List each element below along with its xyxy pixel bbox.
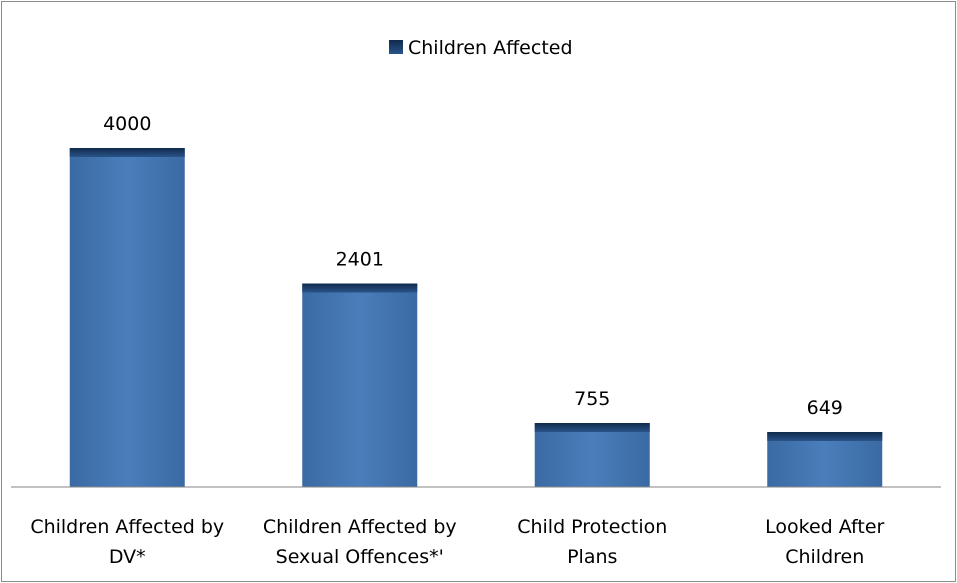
bar-body — [302, 283, 418, 487]
x-tick-label: Child Protection Plans — [517, 516, 667, 568]
x-tick-label-line: Children Affected by — [30, 516, 224, 538]
bar-top — [69, 148, 185, 157]
bar-top — [767, 431, 883, 441]
x-tick-label-line: Plans — [567, 546, 617, 568]
x-tick-label: Children Affected by DV* — [30, 516, 224, 568]
bar — [767, 431, 883, 487]
x-tick-label: Children Affected by Sexual Offences*' — [263, 516, 457, 568]
bar-body — [534, 423, 650, 487]
bar-top — [534, 423, 650, 433]
data-label: 755 — [574, 388, 610, 410]
bar — [534, 423, 650, 487]
bar-body — [69, 148, 185, 487]
x-tick-label: Looked After Children — [765, 516, 884, 568]
data-label: 4000 — [103, 113, 151, 135]
data-label: 2401 — [336, 249, 384, 271]
x-tick-label-line: Child Protection — [517, 516, 667, 538]
x-tick-label-line: Sexual Offences*' — [276, 546, 444, 568]
legend-swatch — [389, 40, 403, 54]
bar-top — [302, 283, 418, 293]
x-tick-label-line: Children Affected by — [263, 516, 457, 538]
bar — [302, 283, 418, 487]
x-tick-label-line: Children — [785, 546, 864, 568]
x-tick-label-line: Looked After — [765, 516, 884, 538]
legend: Children Affected — [389, 37, 573, 59]
bar — [69, 148, 185, 487]
legend-label: Children Affected — [408, 37, 573, 59]
data-label: 649 — [807, 397, 843, 419]
bar-body — [767, 431, 883, 487]
x-tick-label-line: DV* — [109, 546, 146, 568]
